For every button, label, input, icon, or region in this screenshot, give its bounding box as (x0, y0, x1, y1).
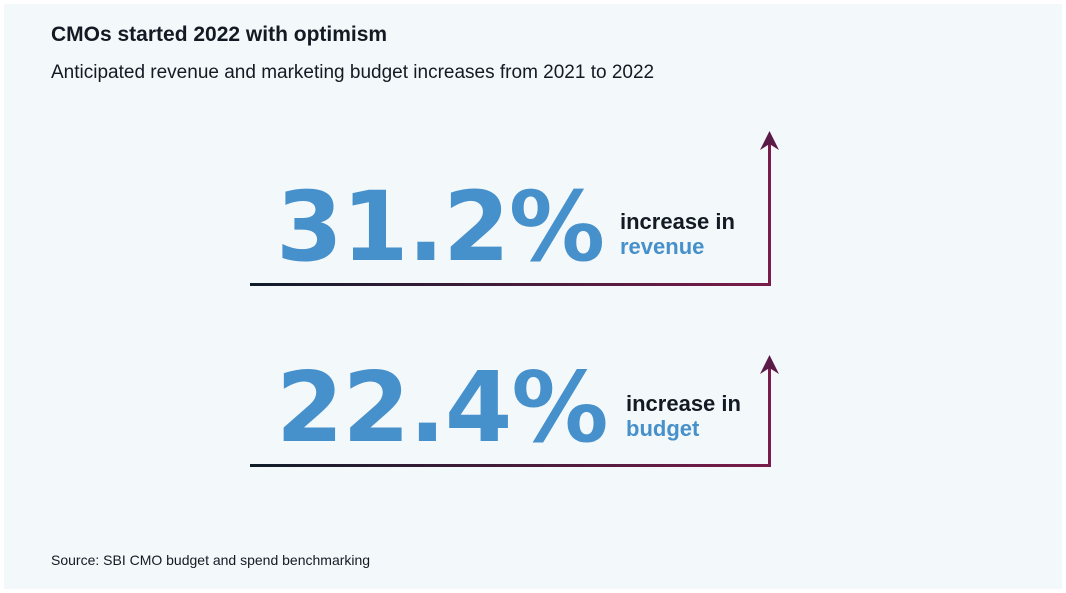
revenue-label-line2: revenue (620, 234, 705, 259)
revenue-stat-label: increase in revenue (620, 209, 735, 259)
revenue-stat-value: 31.2% (276, 171, 605, 283)
source-note: Source: SBI CMO budget and spend benchma… (51, 552, 371, 568)
revenue-arrowhead-icon (760, 131, 779, 150)
budget-baseline (250, 464, 771, 467)
budget-arrow-shaft (768, 368, 771, 467)
budget-stat-label: increase in budget (626, 391, 741, 441)
budget-stat-value: 22.4% (276, 351, 609, 464)
infographic-card: CMOs started 2022 with optimism Anticipa… (4, 4, 1062, 589)
budget-arrowhead-icon (760, 355, 779, 374)
revenue-arrow-shaft (768, 144, 771, 286)
page-title: CMOs started 2022 with optimism (51, 23, 388, 46)
arrow-graphics (250, 131, 779, 467)
budget-label-line1: increase in (626, 391, 741, 416)
revenue-label-line1: increase in (620, 209, 735, 234)
budget-label-line2: budget (626, 416, 700, 441)
page-subtitle: Anticipated revenue and marketing budget… (51, 62, 655, 83)
revenue-baseline (250, 283, 771, 286)
